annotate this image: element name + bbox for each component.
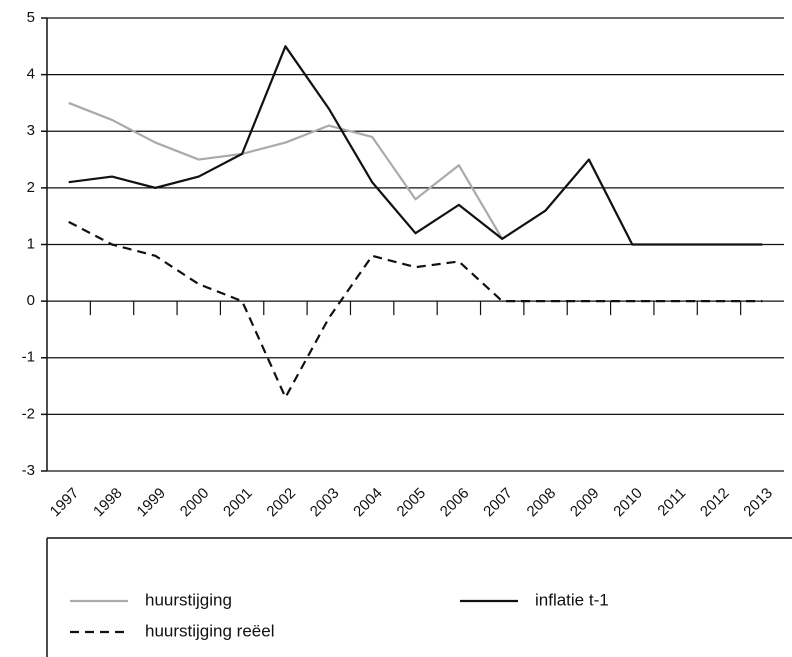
y-tick-label: 3 xyxy=(27,122,35,139)
x-tick-label: 2006 xyxy=(437,485,473,521)
x-tick-label: 2009 xyxy=(567,485,603,521)
y-tick-label: 2 xyxy=(27,179,35,196)
x-tick-label: 2011 xyxy=(654,485,689,520)
x-tick-label: 2005 xyxy=(394,485,430,521)
y-tick-label: 4 xyxy=(27,66,35,83)
x-tick-label: 1997 xyxy=(47,485,83,521)
x-tick-label: 2012 xyxy=(697,485,733,521)
x-tick-label: 1998 xyxy=(90,485,126,521)
series-line xyxy=(68,101,504,240)
y-tick-label: -1 xyxy=(22,349,35,366)
legend-label: huurstijging xyxy=(145,590,232,609)
y-tick-label: 1 xyxy=(27,235,35,252)
series-line xyxy=(68,45,763,246)
y-tick-label: -2 xyxy=(22,405,35,422)
x-tick-label: 2000 xyxy=(177,485,213,521)
y-tick-label: 0 xyxy=(27,292,35,309)
y-tick-label: -3 xyxy=(22,462,35,479)
y-tick-label: 5 xyxy=(27,9,35,26)
x-tick-label: 2007 xyxy=(480,485,516,521)
legend-label: inflatie t-1 xyxy=(535,590,609,609)
legend-label: huurstijging reëel xyxy=(145,621,274,640)
x-tick-label: 2008 xyxy=(524,485,560,521)
x-tick-label: 2002 xyxy=(263,485,299,521)
x-tick-label: 2004 xyxy=(350,485,386,521)
x-tick-label: 2001 xyxy=(220,485,256,521)
x-tick-label: 2013 xyxy=(740,485,776,521)
x-tick-label: 2010 xyxy=(610,485,646,521)
x-tick-label: 1999 xyxy=(133,485,169,521)
x-tick-label: 2003 xyxy=(307,485,343,521)
series-line xyxy=(68,220,763,399)
